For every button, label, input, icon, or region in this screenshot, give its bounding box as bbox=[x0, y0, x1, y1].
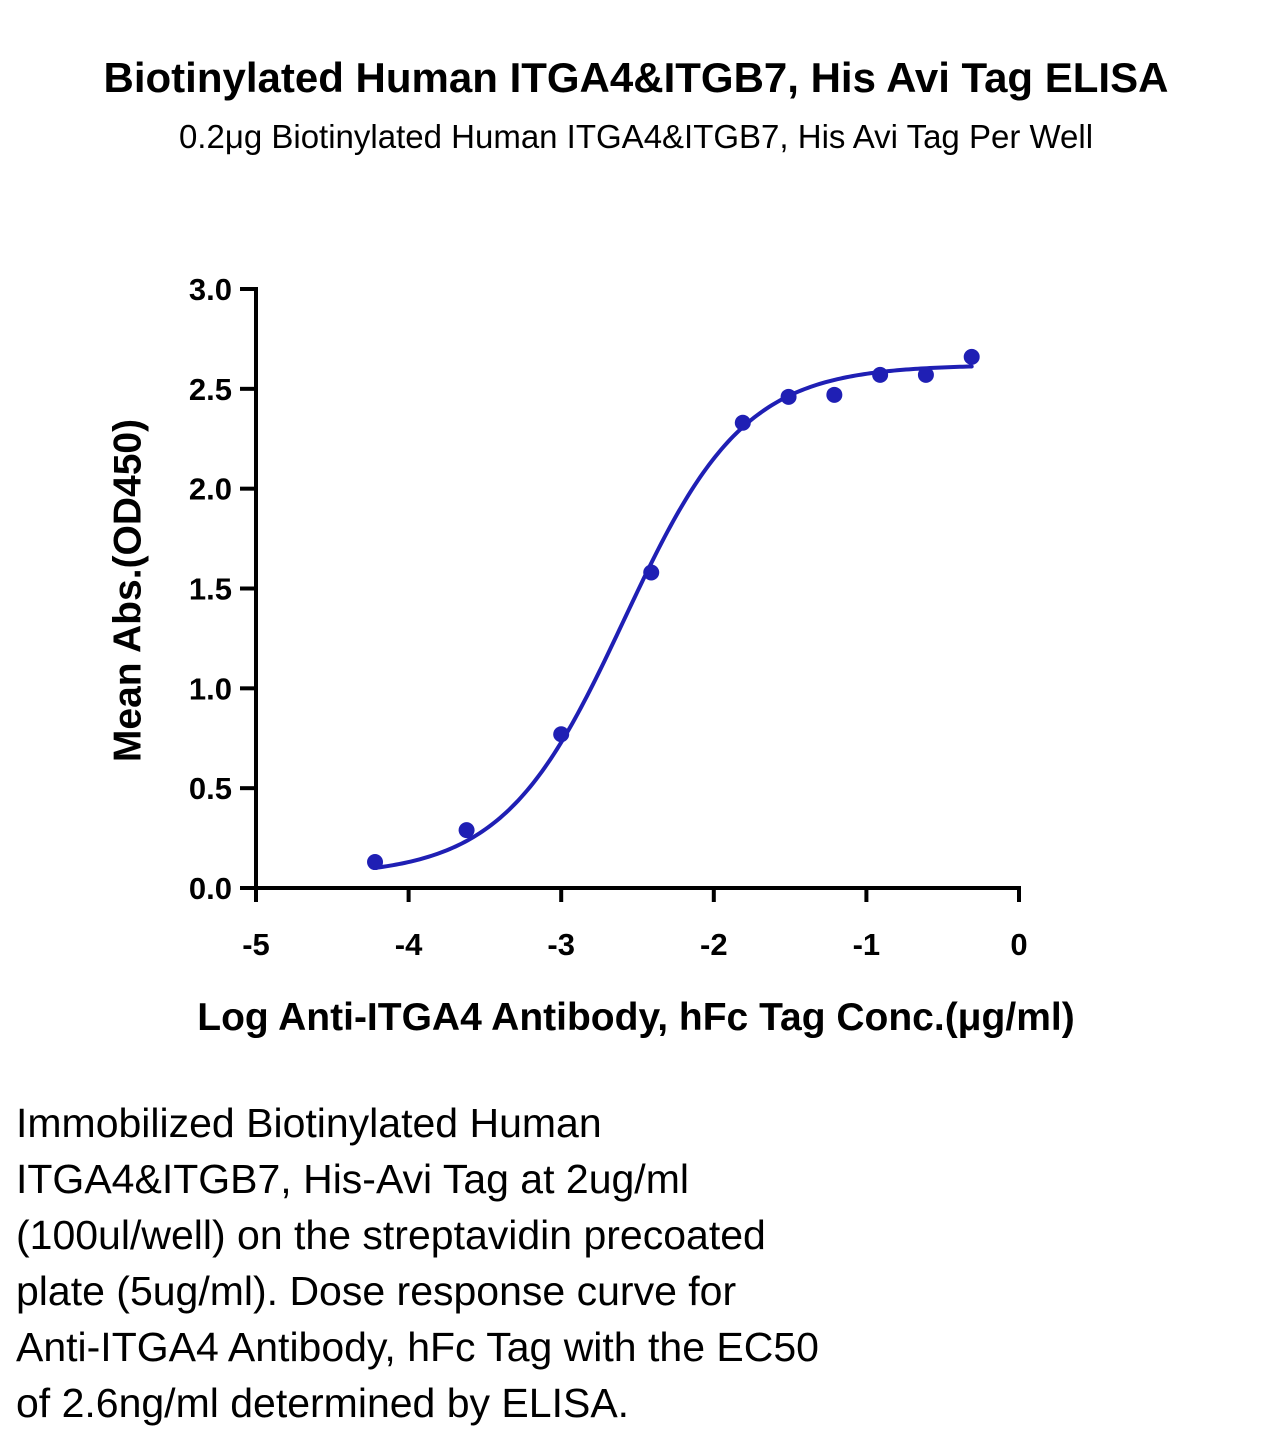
x-tick-label: -2 bbox=[700, 927, 728, 962]
caption-line: ITGA4&ITGB7, His-Avi Tag at 2ug/ml bbox=[16, 1156, 689, 1202]
chart-title: Biotinylated Human ITGA4&ITGB7, His Avi … bbox=[103, 54, 1169, 101]
data-point bbox=[963, 348, 980, 365]
y-tick-label: 0.0 bbox=[189, 871, 232, 906]
y-axis-title: Mean Abs.(OD450) bbox=[106, 419, 149, 762]
y-tick-label: 0.5 bbox=[189, 771, 232, 806]
y-tick-label: 2.5 bbox=[189, 372, 232, 407]
x-tick-label: -3 bbox=[547, 927, 575, 962]
x-tick-label: -1 bbox=[853, 927, 881, 962]
y-tick-label: 1.5 bbox=[189, 572, 232, 607]
caption-line: of 2.6ng/ml determined by ELISA. bbox=[16, 1380, 630, 1426]
data-point bbox=[872, 366, 889, 383]
caption-line: plate (5ug/ml). Dose response curve for bbox=[16, 1268, 737, 1314]
data-point bbox=[553, 726, 570, 743]
data-point bbox=[826, 386, 843, 403]
y-tick-label: 2.0 bbox=[189, 472, 232, 507]
x-tick-label: 0 bbox=[1010, 927, 1027, 962]
tick-labels: -5 -4 -3 -2 -1 0 0.0 0.5 1.0 1.5 2.0 2.5 3.0 bbox=[189, 272, 1028, 962]
y-tick-label: 1.0 bbox=[189, 671, 232, 706]
tick-marks bbox=[240, 287, 1021, 902]
fit-curve bbox=[373, 364, 974, 870]
caption-line: Immobilized Biotinylated Human bbox=[16, 1100, 602, 1146]
data-points bbox=[367, 348, 980, 871]
x-tick-label: -5 bbox=[242, 927, 270, 962]
x-tick-label: -4 bbox=[395, 927, 423, 962]
data-point bbox=[734, 414, 751, 431]
y-tick-label: 3.0 bbox=[189, 272, 232, 307]
data-point bbox=[780, 388, 797, 405]
chart-subtitle: 0.2μg Biotinylated Human ITGA4&ITGB7, Hi… bbox=[178, 118, 1094, 155]
data-point bbox=[917, 366, 934, 383]
x-axis-title: Log Anti-ITGA4 Antibody, hFc Tag Conc.(μ… bbox=[197, 996, 1074, 1039]
plot-area: -5 -4 -3 -2 -1 0 0.0 0.5 1.0 1.5 2.0 2.5 3.0 Mean Ab… bbox=[106, 272, 1074, 1039]
caption-line: (100ul/well) on the streptavidin precoat… bbox=[16, 1212, 766, 1258]
data-point bbox=[643, 564, 660, 581]
data-point bbox=[367, 854, 384, 871]
caption-line: Anti-ITGA4 Antibody, hFc Tag with the EC… bbox=[16, 1324, 819, 1370]
caption: Immobilized Biotinylated Human ITGA4&ITG… bbox=[16, 1095, 1116, 1431]
data-point bbox=[458, 822, 475, 839]
